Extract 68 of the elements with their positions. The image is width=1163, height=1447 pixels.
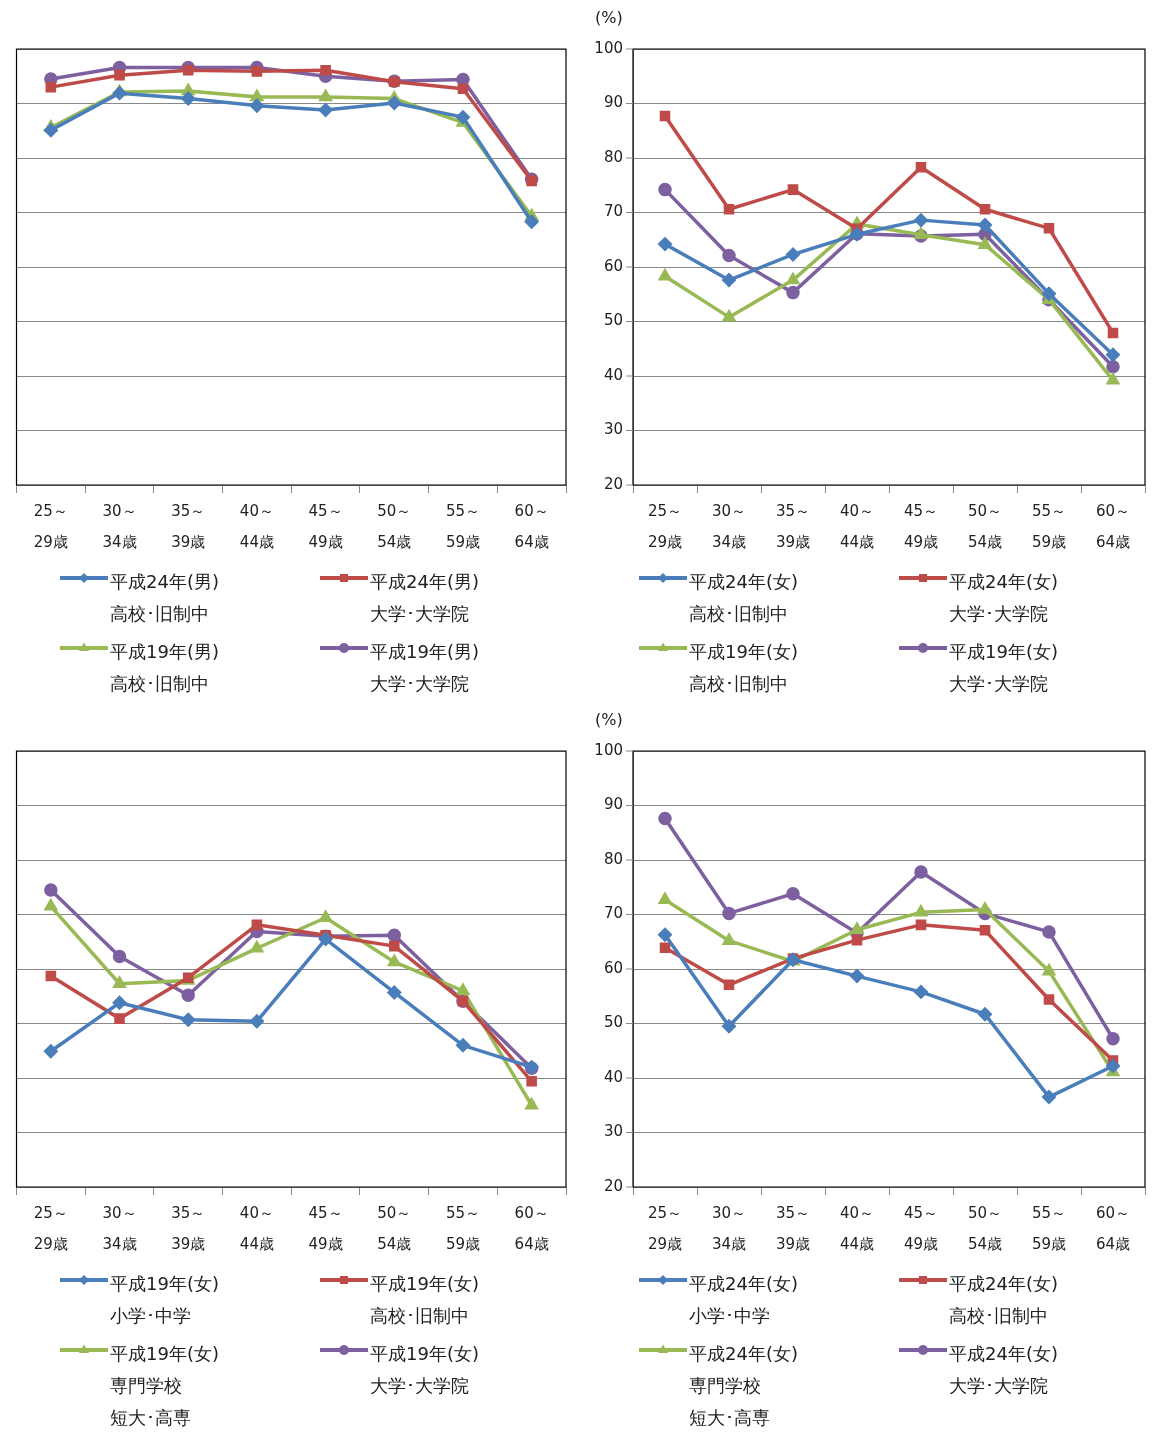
y-tick-label: 80 (603, 147, 623, 166)
legend-label: 平成24年(男) 高校･旧制中 (110, 570, 219, 626)
y-tick-label: 50 (603, 311, 623, 330)
y-tick-label: 80 (603, 849, 623, 868)
x-tick-label: 35～ 39歳 (775, 501, 811, 552)
x-tick-label: 40～ 44歳 (839, 501, 875, 552)
legend-label: 平成24年(女) 小学･中学 (689, 1272, 798, 1328)
x-tick-label: 55～ 59歳 (1031, 501, 1067, 552)
y-axis-title: (%) (595, 8, 623, 27)
legend-label: 平成19年(女) 大学･大学院 (949, 640, 1058, 696)
y-tick-label: 60 (603, 256, 623, 275)
x-tick-label: 30～ 34歳 (711, 1203, 747, 1254)
x-tick-label: 50～ 54歳 (377, 1203, 412, 1254)
x-tick-label: 50～ 54歳 (377, 501, 412, 552)
legend-label: 平成24年(女) 大学･大学院 (949, 1342, 1058, 1398)
legend-label: 平成24年(女) 専門学校短大･高専 (689, 1342, 798, 1430)
legend-label: 平成19年(女) 高校･旧制中 (370, 1272, 479, 1328)
legend-label: 平成24年(女) 高校･旧制中 (949, 1272, 1058, 1328)
legend-label: 平成19年(女) 高校･旧制中 (689, 640, 798, 696)
x-tick-label: 50～ 54歳 (967, 501, 1003, 552)
x-tick-label: 25～ 29歳 (647, 1203, 683, 1254)
x-tick-label: 60～ 64歳 (514, 501, 549, 552)
y-tick-label: 20 (603, 474, 623, 493)
x-tick-label: 25～ 29歳 (33, 1203, 68, 1254)
y-tick-label: 60 (603, 958, 623, 977)
x-tick-label: 30～ 34歳 (102, 501, 137, 552)
legend-label: 平成24年(男) 大学･大学院 (370, 570, 479, 626)
y-tick-label: 40 (603, 365, 623, 384)
y-tick-label: 50 (603, 1013, 623, 1032)
x-tick-label: 35～ 39歳 (775, 1203, 811, 1254)
y-tick-label: 90 (603, 93, 623, 112)
y-tick-label: 30 (603, 1122, 623, 1141)
x-tick-label: 45～ 49歳 (308, 501, 343, 552)
legend-label: 平成24年(女) 高校･旧制中 (689, 570, 798, 626)
y-tick-label: 90 (603, 795, 623, 814)
x-tick-label: 25～ 29歳 (33, 501, 68, 552)
y-tick-label: 100 (594, 740, 623, 759)
x-tick-label: 60～ 64歳 (514, 1203, 549, 1254)
legend-label: 平成19年(男) 高校･旧制中 (110, 640, 219, 696)
x-tick-label: 35～ 39歳 (171, 1203, 206, 1254)
x-tick-label: 40～ 44歳 (239, 1203, 274, 1254)
y-axis-title: (%) (595, 710, 623, 729)
x-tick-label: 45～ 49歳 (903, 1203, 939, 1254)
x-tick-label: 50～ 54歳 (967, 1203, 1003, 1254)
x-tick-label: 55～ 59歳 (1031, 1203, 1067, 1254)
x-tick-label: 60～ 64歳 (1095, 1203, 1131, 1254)
y-tick-label: 20 (603, 1176, 623, 1195)
legend-label: 平成19年(女) 専門学校短大･高専 (110, 1342, 219, 1430)
y-tick-label: 70 (603, 202, 623, 221)
y-tick-label: 100 (594, 38, 623, 57)
x-tick-label: 45～ 49歳 (308, 1203, 343, 1254)
legend-label: 平成19年(男) 大学･大学院 (370, 640, 479, 696)
x-tick-label: 60～ 64歳 (1095, 501, 1131, 552)
x-tick-label: 25～ 29歳 (647, 501, 683, 552)
legend-label: 平成24年(女) 大学･大学院 (949, 570, 1058, 626)
x-tick-label: 45～ 49歳 (903, 501, 939, 552)
y-tick-label: 40 (603, 1067, 623, 1086)
x-tick-label: 55～ 59歳 (445, 1203, 481, 1254)
x-tick-label: 40～ 44歳 (239, 501, 274, 552)
x-tick-label: 35～ 39歳 (171, 501, 206, 552)
x-tick-label: 55～ 59歳 (445, 501, 481, 552)
y-tick-label: 70 (603, 904, 623, 923)
x-tick-label: 30～ 34歳 (102, 1203, 137, 1254)
x-tick-label: 40～ 44歳 (839, 1203, 875, 1254)
legend-label: 平成19年(女) 大学･大学院 (370, 1342, 479, 1398)
legend-label: 平成19年(女) 小学･中学 (110, 1272, 219, 1328)
y-tick-label: 30 (603, 420, 623, 439)
x-tick-label: 30～ 34歳 (711, 501, 747, 552)
